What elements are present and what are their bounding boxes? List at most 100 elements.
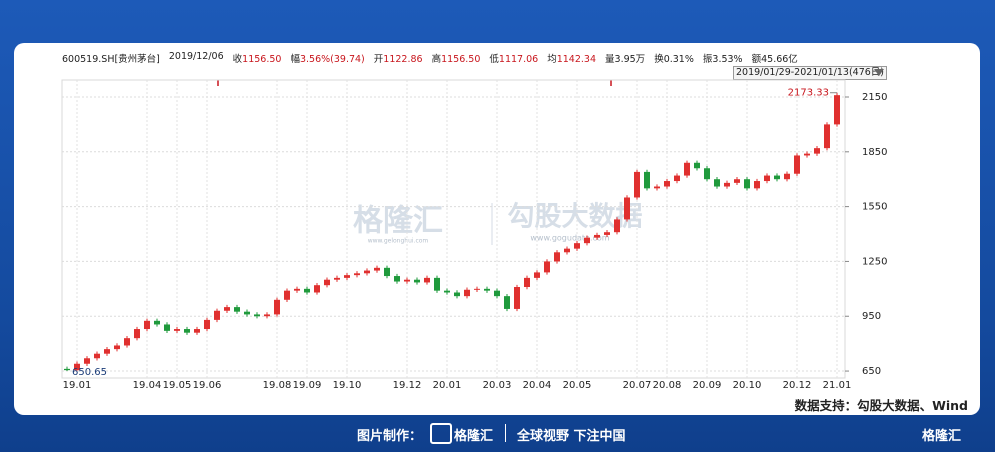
quote-label: 幅 (290, 54, 300, 65)
candle-body (84, 358, 90, 364)
candle-body (164, 324, 170, 331)
candle-body (344, 275, 350, 278)
quote-item: 低1117.06 (489, 51, 538, 65)
candle-body (394, 276, 400, 282)
candle-body (524, 277, 530, 288)
candle-body (774, 175, 780, 180)
y-tick-label: 1850 (862, 147, 887, 158)
quote-value: 3.95万 (614, 54, 646, 65)
candle-body (234, 307, 240, 312)
candle-body (744, 179, 750, 189)
candle-body (94, 353, 100, 359)
candle-body (314, 285, 320, 293)
x-tick-label: 20.05 (563, 380, 592, 391)
footer-divider (505, 424, 506, 442)
candle-body (364, 270, 370, 274)
candle-body (664, 181, 670, 187)
corner-brand: 格隆汇 (922, 429, 962, 444)
quote-value: 1142.34 (556, 54, 597, 65)
candle-body (714, 179, 720, 187)
x-tick-label: 19.04 (133, 380, 162, 391)
logo-box (430, 423, 452, 444)
candle-body (474, 288, 480, 290)
candle-body (444, 290, 450, 293)
slogan: 全球视野 下注中国 (517, 429, 626, 444)
quote-item: 额45.66亿 (752, 51, 798, 65)
quote-label: 开 (373, 54, 384, 65)
y-tick-label: 2150 (862, 92, 887, 103)
candle-body (604, 232, 610, 235)
quote-item: 幅3.56%(39.74) (290, 51, 364, 65)
candle-body (754, 181, 760, 189)
candle-body (304, 288, 310, 293)
x-tick-label: 20.10 (733, 380, 762, 391)
x-tick-label: 19.08 (263, 380, 292, 391)
plot-frame (61, 79, 846, 379)
candle-body (254, 314, 260, 317)
candle-body (564, 248, 570, 253)
candle-body (734, 179, 740, 183)
footer: 图片制作： 格隆汇 全球视野 下注中国 格隆汇 (0, 422, 995, 446)
candle-body (284, 290, 290, 300)
x-tick-label: 19.01 (63, 380, 92, 391)
quote-value: 1117.06 (498, 54, 539, 65)
min-label: 650.65 (72, 367, 107, 378)
quote-label: 均 (547, 54, 557, 65)
candle-body (434, 277, 440, 291)
quote-item: 换0.31% (654, 51, 694, 65)
candle-body (594, 234, 600, 238)
quote-label: 量 (605, 54, 615, 65)
y-tick-label: 950 (862, 311, 881, 322)
candle-body (224, 307, 230, 311)
candle-body (354, 273, 360, 276)
candle-body (134, 329, 140, 339)
candle-body (514, 287, 520, 309)
candle-body (724, 182, 730, 187)
quote-item: 振3.53% (703, 51, 743, 65)
x-tick-label: 19.06 (193, 380, 222, 391)
candle-body (784, 173, 790, 180)
candle-body (114, 345, 120, 350)
quote-item: 量3.95万 (605, 51, 645, 65)
candle-body (654, 186, 660, 189)
quote-item: 收1156.50 (233, 51, 282, 65)
candle-body (64, 368, 70, 371)
candle-body (574, 243, 580, 249)
y-tick-label: 1250 (862, 256, 887, 267)
quote-item: 均1142.34 (547, 51, 596, 65)
candle-body (554, 252, 560, 262)
x-tick-label: 20.08 (653, 380, 682, 391)
candle-body (334, 277, 340, 280)
stock-code: 600519.SH[贵州茅台] (62, 54, 160, 65)
candle-body (814, 148, 820, 154)
candle-body (374, 267, 380, 271)
candle-body (834, 95, 840, 125)
range-arrow[interactable] (874, 69, 884, 76)
quote-label: 额 (751, 54, 762, 65)
x-tick-label: 20.09 (693, 380, 722, 391)
candle-body (644, 171, 650, 189)
quote-value: 45.66亿 (761, 54, 798, 65)
quote-label: 换 (654, 54, 664, 65)
quote-value: 3.56%(39.74) (299, 54, 365, 65)
x-tick-label: 20.12 (783, 380, 812, 391)
x-tick-label: 20.01 (433, 380, 462, 391)
candle-body (614, 219, 620, 233)
quote-header: 600519.SH[贵州茅台] 2019/12/06 收1156.50 幅3.56… (62, 51, 798, 65)
x-tick-label: 20.04 (523, 380, 552, 391)
candle-body (74, 363, 80, 371)
quote-label: 低 (489, 54, 499, 65)
quote-date: 2019/12/06 (168, 51, 224, 62)
candle-body (104, 349, 110, 354)
x-tick-label: 19.10 (333, 380, 362, 391)
candle-body (684, 162, 690, 176)
candle-body (244, 311, 250, 315)
quote-value: 1122.86 (383, 54, 423, 65)
candle-body (154, 320, 160, 325)
candle-body (194, 329, 200, 333)
candle-body (704, 168, 710, 180)
candle-body (204, 319, 210, 330)
x-tick-label: 19.09 (293, 380, 322, 391)
